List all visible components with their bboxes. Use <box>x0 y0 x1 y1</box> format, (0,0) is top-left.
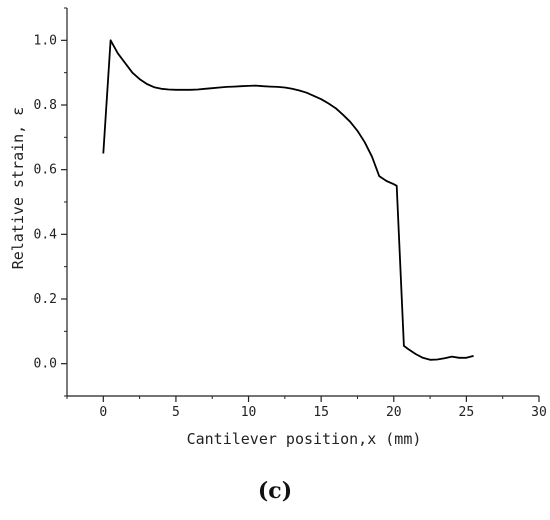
x-tick-label: 0 <box>99 405 107 420</box>
x-tick-label: 10 <box>241 405 257 420</box>
y-tick-label: 0.6 <box>34 163 57 178</box>
x-axis-title: Cantilever position,x (mm) <box>187 430 422 448</box>
panel-label: (c) <box>257 478 293 504</box>
x-tick-label: 15 <box>313 405 329 420</box>
y-axis-ticks: 0.0 0.2 0.4 0.6 0.8 1.0 <box>34 7 67 397</box>
series-line <box>102 39 474 361</box>
x-axis-ticks: 0 5 10 15 20 25 30 <box>66 396 547 420</box>
y-tick-label: 1.0 <box>34 33 57 48</box>
series-layer <box>102 39 474 361</box>
y-tick-label: 0.0 <box>34 357 57 372</box>
x-tick-label: 20 <box>386 405 402 420</box>
x-tick-label: 30 <box>531 405 547 420</box>
y-tick-label: 0.2 <box>34 292 57 307</box>
y-axis-title: Relative strain, ε <box>9 107 27 270</box>
x-tick-label: 5 <box>172 405 180 420</box>
x-tick-label: 25 <box>459 405 475 420</box>
y-tick-label: 0.4 <box>34 227 58 242</box>
y-tick-label: 0.8 <box>34 98 57 113</box>
